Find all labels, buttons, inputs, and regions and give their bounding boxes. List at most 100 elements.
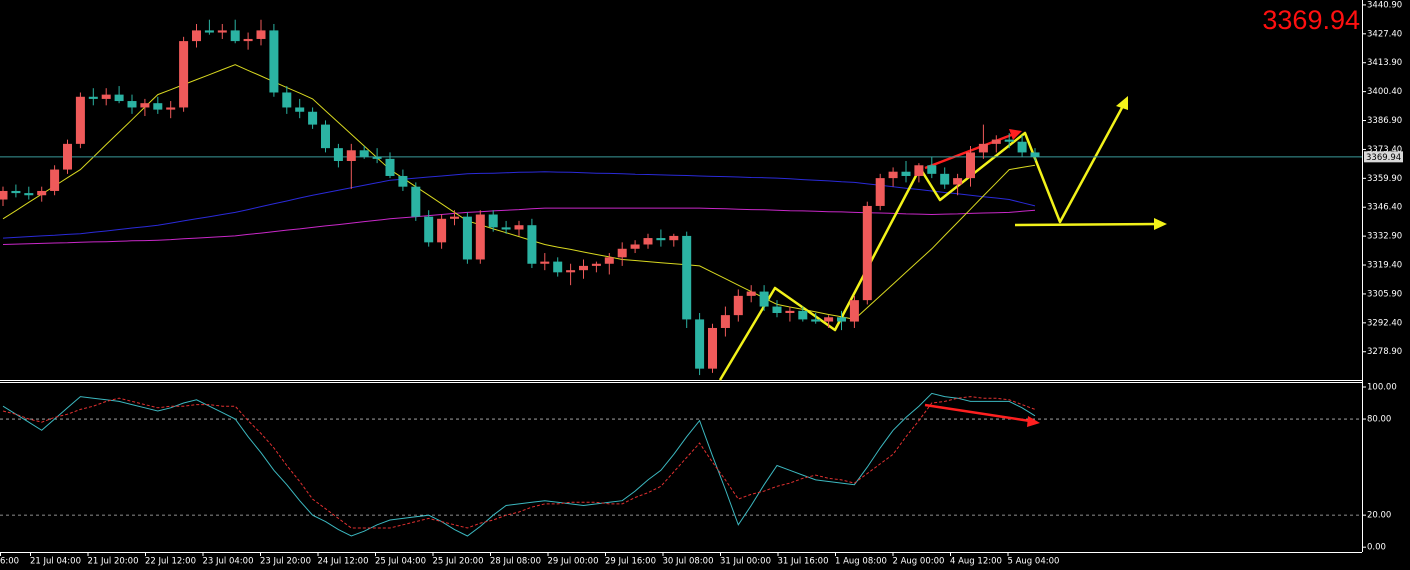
arrow-head [1116, 96, 1128, 110]
candle-body [604, 257, 614, 264]
y-tick-label: 3292.40 [1367, 318, 1402, 328]
candle-body [527, 225, 537, 264]
y-tick-label: 3332.90 [1367, 232, 1402, 242]
candle-body [540, 261, 550, 264]
candle-body [282, 92, 292, 108]
candle-body [785, 310, 795, 313]
candle-body [991, 139, 1001, 144]
candle-body [579, 265, 588, 271]
candle-body [978, 143, 988, 153]
candle-body [153, 103, 163, 110]
candle-body [733, 295, 743, 316]
candle-body [824, 317, 834, 322]
candle-body [591, 263, 601, 266]
candle-body [37, 190, 47, 196]
x-tick-label: 31 Jul 16:00 [778, 557, 829, 567]
y-tick-label: 80.00 [1367, 415, 1391, 425]
candle-body [101, 94, 111, 99]
candle-body [940, 173, 950, 185]
candle-body [888, 171, 898, 179]
x-tick-label: 24 Jul 12:00 [318, 557, 369, 567]
candle-body [837, 317, 846, 322]
candle-body [204, 30, 214, 33]
x-tick-label: 29 Jul 00:00 [548, 557, 599, 567]
candle-body [63, 143, 72, 170]
candle-body [630, 244, 640, 249]
y-tick-label: 3278.90 [1367, 347, 1402, 357]
candle-body [720, 315, 730, 328]
candle-body [682, 235, 692, 320]
candle-body [11, 190, 21, 194]
y-tick-label: 0.00 [1367, 543, 1386, 553]
candle-body [875, 178, 885, 206]
candle-body [475, 214, 485, 260]
x-tick-label: 22 Jul 12:00 [145, 557, 196, 567]
candle-body [385, 158, 395, 176]
x-tick-label: 2 Aug 00:00 [893, 557, 945, 567]
candle-body [514, 225, 524, 230]
x-tick-label: 28 Jul 08:00 [490, 557, 541, 567]
divergence-arrow [924, 403, 1031, 423]
candle-body [617, 248, 627, 258]
candle-body [346, 150, 356, 161]
candle-body [488, 214, 498, 228]
y-tick-label: 20.00 [1367, 511, 1391, 521]
candle-body [901, 171, 911, 176]
x-tick-label: 25 Jul 20:00 [433, 557, 484, 567]
last-price-big: 3369.94 [1262, 5, 1360, 35]
indicator-line [2, 171, 1036, 239]
candle-body [411, 186, 421, 217]
candle-body [1030, 152, 1040, 157]
drawings [718, 96, 1167, 427]
x-tick-label: 23 Jul 20:00 [260, 557, 311, 567]
candle-body [501, 227, 511, 230]
candle-body [256, 30, 266, 39]
candle-body [127, 101, 137, 108]
x-tick-label: 29 Jul 16:00 [605, 557, 656, 567]
plot-layer [0, 64, 1362, 537]
y-tick-label: 3413.90 [1367, 58, 1402, 68]
candle-body [553, 261, 563, 273]
candle-body [772, 306, 782, 313]
candle-body [811, 319, 821, 322]
candle-body [643, 238, 653, 245]
candle-body [424, 216, 434, 243]
candle-body [914, 165, 924, 176]
candle-body [295, 107, 305, 112]
candle-body [192, 30, 201, 42]
candle-body [75, 96, 85, 144]
arrow-head [1009, 129, 1022, 140]
candle-body [669, 235, 679, 241]
candle-body [333, 148, 343, 161]
candle-body [708, 327, 717, 369]
candle-body [308, 111, 318, 125]
x-tick-label: 31 Jul 00:00 [720, 557, 771, 567]
candle-body [1004, 139, 1014, 142]
x-tick-label: 1 Aug 08:00 [835, 557, 887, 567]
candle-body [927, 165, 937, 174]
candle-body [798, 310, 808, 320]
candle-body [759, 291, 769, 307]
candle-body [179, 41, 189, 108]
y-tick-label: 3319.40 [1367, 261, 1402, 271]
y-tick-label: 3346.40 [1367, 203, 1402, 213]
trend-drawing [718, 103, 1126, 381]
candle-body [966, 152, 975, 179]
y-tick-label: 3386.90 [1367, 116, 1402, 126]
candle-body [462, 216, 472, 260]
candle-body [230, 30, 240, 42]
candle-body [114, 94, 124, 102]
x-tick-label: 25 Jul 04:00 [375, 557, 426, 567]
y-tick-label: 100.00 [1367, 383, 1397, 393]
x-tick-label: 5 Aug 04:00 [1008, 557, 1060, 567]
candle-body [243, 38, 253, 42]
candle-body [862, 205, 872, 301]
candle-body [166, 107, 176, 110]
candle-body [321, 124, 330, 149]
candle-body [437, 218, 447, 243]
candle-body [24, 193, 34, 196]
candle-body [88, 96, 98, 99]
x-tick-label: 4 Aug 12:00 [950, 557, 1002, 567]
candle-body [746, 291, 756, 296]
y-tick-label: 3373.40 [1367, 145, 1402, 155]
